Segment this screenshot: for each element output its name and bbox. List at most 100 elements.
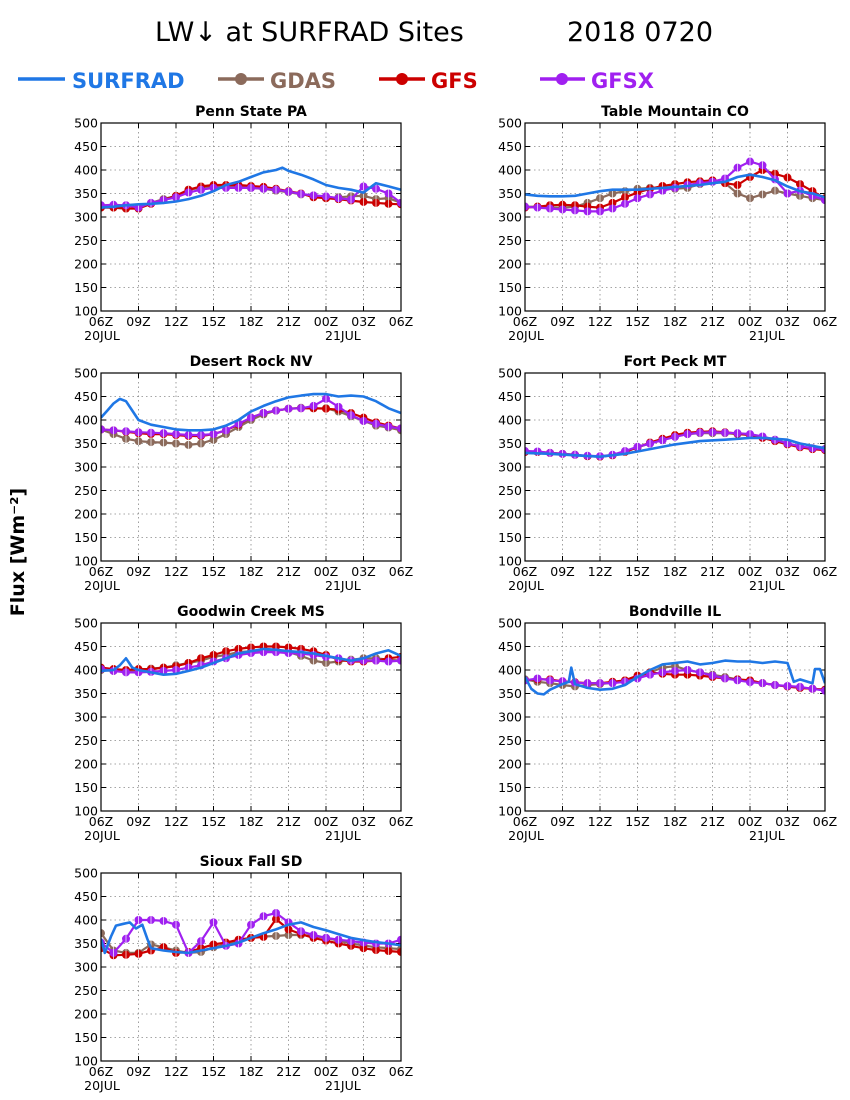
x-tick-label: 12Z [164, 314, 188, 329]
y-tick-label: 400 [74, 163, 98, 178]
gridlines [101, 123, 401, 311]
point-gfsx [397, 424, 401, 433]
y-tick-label: 150 [74, 780, 98, 795]
plot-frame [524, 122, 826, 312]
y-tick-label: 400 [74, 913, 98, 928]
legend-label-gfs: GFS [431, 69, 478, 93]
x-tick-label: 12Z [588, 814, 612, 829]
series-line-surfrad [101, 921, 401, 955]
plot-frame [524, 372, 826, 562]
y-tick-label: 100 [74, 804, 98, 819]
x-tick-label: 06Z [389, 814, 413, 829]
y-tick-label: 100 [74, 304, 98, 319]
x-tick-label: 03Z [775, 814, 799, 829]
series-line-gdas [101, 406, 401, 446]
point-gfsx [397, 198, 401, 207]
y-tick-label: 400 [74, 413, 98, 428]
legend-label-gdas: GDAS [270, 69, 336, 93]
y-tick-label: 450 [74, 139, 98, 154]
y-tick-label: 150 [498, 780, 522, 795]
gridlines [101, 373, 401, 561]
x-tick-label: 09Z [550, 564, 574, 579]
point-gdas [101, 929, 105, 938]
y-tick-label: 250 [498, 733, 522, 748]
series-surfrad [101, 921, 401, 955]
figure-title: LW↓ at SURFRAD Sites [155, 17, 464, 48]
date-label: 21JUL [325, 1078, 361, 1093]
figure-date: 2018 0720 [567, 17, 713, 48]
panel-title: Sioux Fall SD [200, 854, 303, 870]
panel-sioux-fall-sd: Sioux Fall SD 100 150 200 250 300 350 400 450 500… [74, 854, 413, 1093]
panel-title: Bondville IL [629, 604, 721, 620]
x-tick-label: 00Z [314, 1064, 338, 1079]
y-tick-label: 250 [74, 233, 98, 248]
gridlines [525, 623, 825, 811]
point-gfsx [397, 935, 401, 944]
y-tick-label: 200 [74, 507, 98, 522]
x-tick-label: 15Z [201, 814, 225, 829]
x-tick-label: 21Z [276, 314, 300, 329]
panel-bondville-il: Bondville IL 100 150 200 250 300 350 400 450 500 0… [498, 604, 837, 843]
series-line-surfrad [101, 166, 401, 209]
y-tick-label: 450 [74, 889, 98, 904]
y-tick-label: 350 [74, 936, 98, 951]
x-tick-label: 03Z [775, 564, 799, 579]
y-tick-label: 150 [74, 1030, 98, 1045]
point-gfsx [101, 425, 105, 434]
y-tick-label: 200 [498, 757, 522, 772]
y-tick-label: 250 [74, 733, 98, 748]
x-tick-label: 03Z [351, 314, 375, 329]
x-tick-label: 00Z [738, 564, 762, 579]
y-tick-label: 300 [498, 460, 522, 475]
gridlines [101, 873, 401, 1061]
y-tick-label: 100 [498, 304, 522, 319]
y-tick-label: 100 [498, 554, 522, 569]
x-tick-label: 00Z [738, 814, 762, 829]
x-tick-label: 18Z [663, 814, 687, 829]
panels: Penn State PA 100 150 200 250 300 350 400 450 500… [74, 104, 837, 1093]
x-tick-label: 09Z [126, 564, 150, 579]
point-gfsx [821, 686, 825, 695]
panel-fort-peck-mt: Fort Peck MT 100 150 200 250 300 350 400 450 500 0… [498, 354, 837, 593]
y-tick-label: 500 [74, 616, 98, 631]
x-tick-label: 12Z [164, 1064, 188, 1079]
x-tick-label: 09Z [126, 1064, 150, 1079]
plot-frame [100, 622, 402, 812]
y-tick-label: 500 [74, 366, 98, 381]
date-label: 20JUL [84, 1078, 120, 1093]
x-tick-label: 15Z [201, 314, 225, 329]
legend: SURFRAD GDAS GFS GFSX [18, 69, 654, 93]
series-line-surfrad [525, 659, 825, 696]
x-tick-label: 15Z [625, 814, 649, 829]
x-tick-label: 06Z [513, 314, 537, 329]
y-tick-label: 100 [498, 804, 522, 819]
x-tick-label: 18Z [239, 564, 263, 579]
y-tick-label: 300 [498, 210, 522, 225]
x-tick-label: 21Z [700, 564, 724, 579]
panel-penn-state-pa: Penn State PA 100 150 200 250 300 350 400 450 500… [74, 104, 413, 343]
y-tick-label: 400 [74, 663, 98, 678]
x-tick-label: 06Z [89, 314, 113, 329]
gridlines [525, 123, 825, 311]
legend-label-surfrad: SURFRAD [72, 69, 185, 93]
series-line-surfrad [525, 173, 825, 199]
date-label: 20JUL [84, 328, 120, 343]
y-tick-label: 100 [74, 554, 98, 569]
x-tick-label: 06Z [813, 314, 837, 329]
date-label: 21JUL [325, 578, 361, 593]
date-label: 20JUL [508, 578, 544, 593]
x-tick-label: 18Z [663, 314, 687, 329]
y-tick-label: 450 [498, 389, 522, 404]
y-tick-label: 150 [74, 530, 98, 545]
y-tick-label: 500 [498, 616, 522, 631]
panel-table-mountain-co: Table Mountain CO 100 150 200 250 300 350 400 45… [498, 104, 837, 343]
legend-item-gfsx: GFSX [540, 69, 654, 93]
date-label: 21JUL [325, 828, 361, 843]
x-tick-label: 18Z [239, 1064, 263, 1079]
x-tick-label: 12Z [164, 564, 188, 579]
x-tick-label: 21Z [700, 314, 724, 329]
x-tick-label: 00Z [314, 314, 338, 329]
x-tick-label: 18Z [239, 814, 263, 829]
plot-frame [524, 622, 826, 812]
series-surfrad [525, 436, 825, 458]
